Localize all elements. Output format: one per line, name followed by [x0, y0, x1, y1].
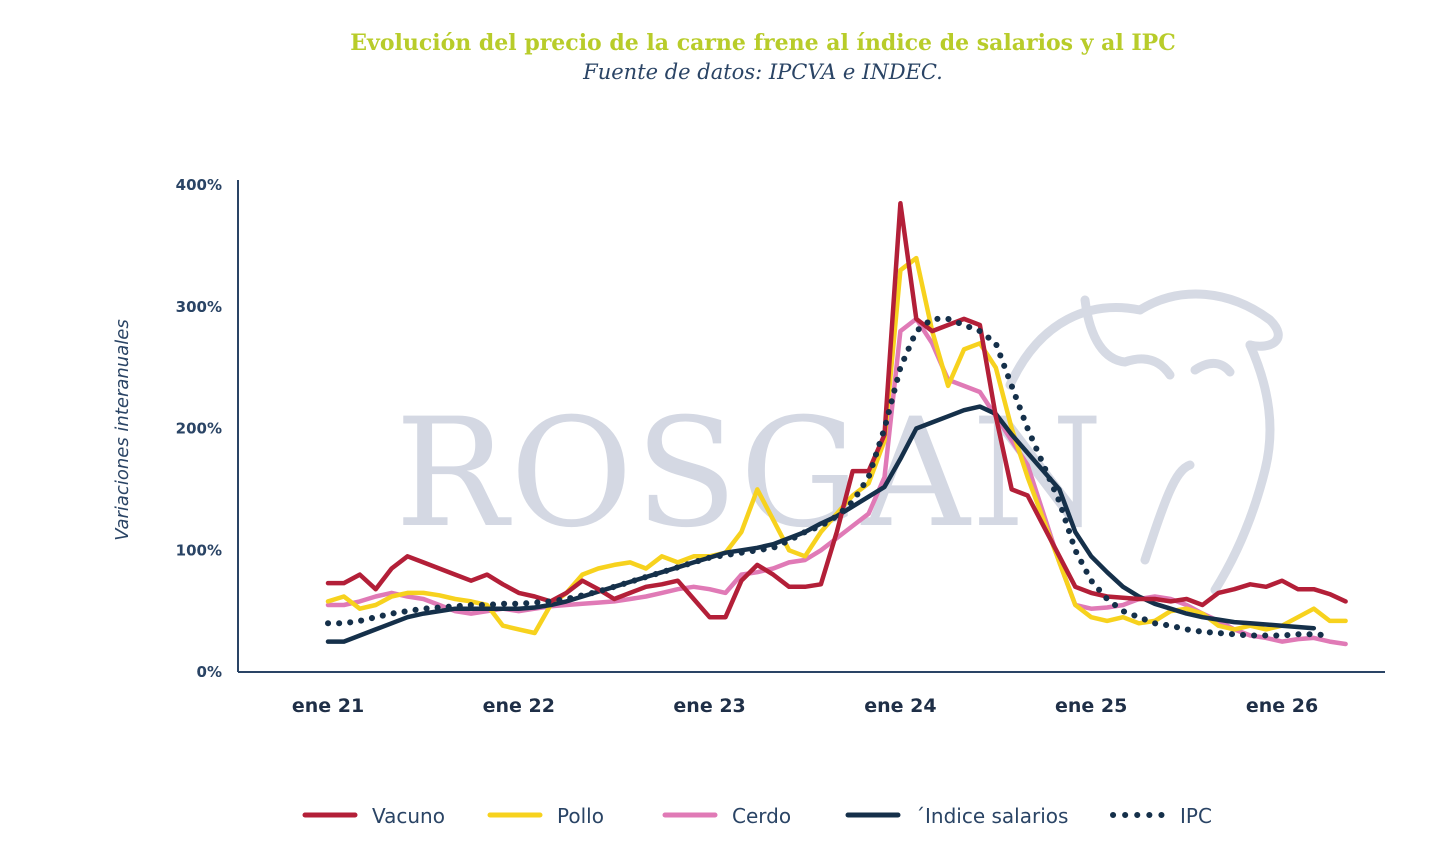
- chart-title: Evolución del precio de la carne frene a…: [350, 30, 1176, 56]
- x-tick-label: ene 25: [1055, 695, 1127, 717]
- y-tick-label: 300%: [176, 298, 222, 316]
- y-tick-label: 100%: [176, 541, 222, 559]
- legend-item-vacuno: Vacuno: [302, 804, 445, 828]
- x-tick-label: ene 22: [483, 695, 555, 717]
- legend-label: Pollo: [557, 804, 604, 828]
- x-tick-label: ene 21: [292, 695, 364, 717]
- series-line-indice: [325, 404, 1317, 644]
- y-tick-label: 400%: [176, 176, 222, 194]
- title-block: Evolución del precio de la carne frene a…: [0, 30, 1440, 84]
- chart-subtitle: Fuente de datos: IPCVA e INDEC.: [583, 60, 943, 84]
- legend-label: Cerdo: [732, 804, 791, 828]
- y-tick-label: 0%: [197, 663, 222, 681]
- chart-axes: 0% 100% 200% 300% 400% ene 21 ene 22 ene 23 ene …: [176, 176, 1385, 717]
- legend-label: Vacuno: [372, 804, 445, 828]
- y-axis-label: Variaciones interanuales: [112, 319, 133, 540]
- legend-item-ipc: IPC: [1110, 804, 1212, 828]
- legend-item-indice: ´Indice salarios: [845, 804, 1068, 828]
- series-layer: [325, 201, 1348, 647]
- bull-logo: [1005, 289, 1283, 595]
- legend-label: IPC: [1180, 804, 1212, 828]
- legend-item-cerdo: Cerdo: [662, 804, 791, 828]
- x-tick-label: ene 23: [673, 695, 745, 717]
- legend-item-pollo: Pollo: [487, 804, 604, 828]
- y-tick-label: 200%: [176, 420, 222, 438]
- series-line-ipc: [325, 315, 1333, 639]
- watermark-text: ROSGAN: [395, 387, 1105, 561]
- series-line-vacuno: [325, 201, 1348, 620]
- legend: Vacuno Pollo Cerdo ´Indice salarios IPC: [302, 804, 1212, 828]
- legend-label: ´Indice salarios: [915, 804, 1068, 828]
- x-tick-label: ene 24: [864, 695, 936, 717]
- x-tick-label: ene 26: [1246, 695, 1318, 717]
- watermark: ROSGAN: [395, 289, 1283, 595]
